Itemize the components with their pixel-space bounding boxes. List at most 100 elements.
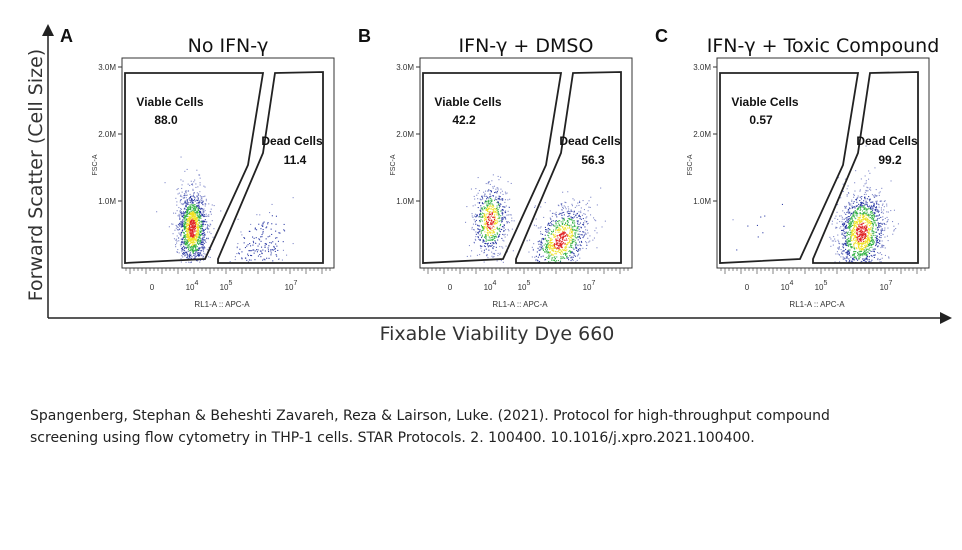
event-dot xyxy=(193,219,195,221)
event-dot xyxy=(542,233,544,235)
event-dot xyxy=(879,252,881,254)
event-dot xyxy=(867,231,869,233)
event-dot xyxy=(204,247,206,249)
event-dot xyxy=(852,229,854,231)
event-dot xyxy=(854,231,856,233)
event-dot xyxy=(495,210,497,212)
event-dot xyxy=(869,246,871,248)
event-dot xyxy=(186,224,188,226)
event-dot xyxy=(762,232,764,234)
event-dot xyxy=(484,201,486,203)
event-dot xyxy=(867,218,869,220)
event-dot xyxy=(841,243,843,245)
event-dot xyxy=(848,243,850,245)
event-dot xyxy=(275,254,277,256)
event-dot xyxy=(869,188,871,190)
event-dot xyxy=(554,250,556,252)
event-dot xyxy=(498,229,500,231)
event-dot xyxy=(483,213,485,215)
event-dot xyxy=(202,225,204,227)
event-dot xyxy=(246,245,248,247)
event-dot xyxy=(190,228,192,230)
event-dot xyxy=(539,261,541,263)
event-dot xyxy=(868,170,870,172)
event-dot xyxy=(893,209,895,211)
event-dot xyxy=(204,205,206,207)
event-dot xyxy=(199,254,201,256)
event-dot xyxy=(193,230,195,232)
event-dot xyxy=(256,214,258,216)
event-dot xyxy=(190,246,192,248)
event-dot xyxy=(558,249,560,251)
event-dot xyxy=(475,216,477,218)
event-dot xyxy=(184,227,186,229)
event-dot xyxy=(864,226,866,228)
event-dot xyxy=(187,190,189,192)
event-dot xyxy=(857,259,859,261)
event-dot xyxy=(878,217,880,219)
event-dot xyxy=(184,211,186,213)
event-dot xyxy=(859,229,861,231)
event-dot xyxy=(488,239,490,241)
event-dot xyxy=(562,226,564,228)
event-dot xyxy=(879,225,881,227)
event-dot xyxy=(172,223,174,225)
event-dot xyxy=(564,206,566,208)
event-dot xyxy=(487,239,489,241)
event-dot xyxy=(553,256,555,258)
event-dot xyxy=(883,209,885,211)
event-dot xyxy=(872,248,874,250)
event-dot xyxy=(857,252,859,254)
event-dot xyxy=(256,251,258,253)
event-dot xyxy=(505,218,507,220)
event-dot xyxy=(861,260,863,262)
event-dot xyxy=(482,198,484,200)
event-dot xyxy=(190,243,192,245)
event-dot xyxy=(574,232,576,234)
event-dot xyxy=(856,221,858,223)
event-dot xyxy=(491,223,493,225)
event-dot xyxy=(571,229,573,231)
event-dot xyxy=(496,227,498,229)
event-dot xyxy=(874,209,876,211)
event-dot xyxy=(512,250,514,252)
event-dot xyxy=(865,218,867,220)
event-dot xyxy=(568,217,570,219)
event-dot xyxy=(874,167,876,169)
event-dot xyxy=(176,201,178,203)
event-dot xyxy=(849,232,851,234)
event-dot xyxy=(198,210,200,212)
event-dot xyxy=(466,255,468,257)
event-dot xyxy=(271,215,273,217)
event-dot xyxy=(570,243,572,245)
event-dot xyxy=(549,238,551,240)
event-dot xyxy=(569,252,571,254)
event-dot xyxy=(491,214,493,216)
event-dot xyxy=(870,227,872,229)
event-dot xyxy=(183,236,185,238)
event-dot xyxy=(552,259,554,261)
event-dot xyxy=(197,217,199,219)
event-dot xyxy=(270,249,272,251)
event-dot xyxy=(501,199,503,201)
event-dot xyxy=(189,226,191,228)
event-dot xyxy=(261,224,263,226)
event-dot xyxy=(184,229,186,231)
event-dot xyxy=(849,243,851,245)
event-dot xyxy=(542,248,544,250)
event-dot xyxy=(566,225,568,227)
event-dot xyxy=(180,258,182,260)
event-dot xyxy=(271,233,273,235)
event-dot xyxy=(554,253,556,255)
event-dot xyxy=(573,254,575,256)
event-dot xyxy=(261,236,263,238)
event-dot xyxy=(871,229,873,231)
event-dot xyxy=(476,194,478,196)
event-dot xyxy=(860,245,862,247)
event-dot xyxy=(875,207,877,209)
event-dot xyxy=(859,238,861,240)
event-dot xyxy=(877,211,879,213)
event-dot xyxy=(192,247,194,249)
event-dot xyxy=(850,247,852,249)
event-dot xyxy=(859,256,861,258)
